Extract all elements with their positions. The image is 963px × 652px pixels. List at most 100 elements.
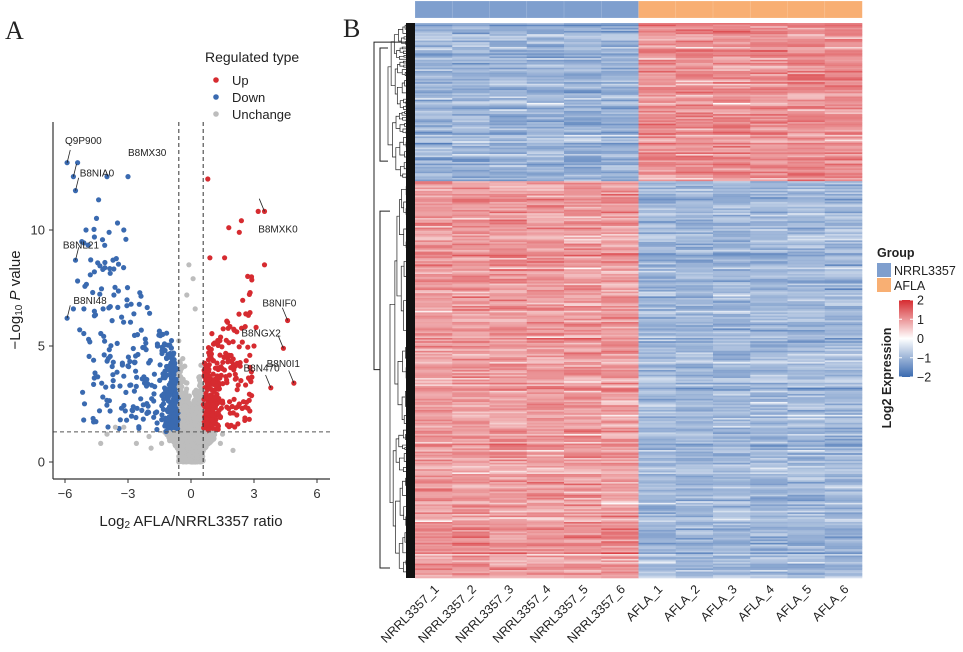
heatmap-cell [675, 70, 714, 73]
point-down [172, 402, 178, 408]
heatmap-cell [787, 168, 826, 171]
point-down [102, 338, 108, 344]
point-up [205, 408, 211, 414]
heatmap-cell [675, 56, 714, 59]
heatmap-cell [526, 197, 565, 200]
heatmap-cell [452, 163, 490, 166]
heatmap-cell [750, 174, 788, 177]
heatmap-cell [750, 141, 788, 144]
dendrogram-branch [399, 55, 405, 60]
point-up [246, 416, 252, 422]
heatmap-cell [713, 106, 751, 108]
heatmap-cell [787, 195, 826, 198]
heatmap-cell [415, 221, 453, 224]
heatmap-cell [452, 56, 490, 59]
point-down [90, 415, 96, 422]
heatmap-cell [824, 149, 863, 152]
point-up [243, 311, 249, 317]
heatmap-cell [638, 109, 677, 112]
dendrogram-branch [403, 506, 407, 520]
heatmap-cell [750, 91, 788, 94]
heatmap-cell [452, 94, 490, 97]
heatmap-cell [601, 23, 639, 25]
heatmap-cell [526, 169, 565, 172]
panel-b-label: B [343, 14, 361, 43]
heatmap-cell [526, 120, 565, 123]
point-down [161, 391, 167, 397]
heatmap-cell [601, 61, 639, 64]
heatmap-cell [526, 38, 565, 41]
point-down [90, 289, 96, 296]
heatmap-cell [675, 115, 714, 118]
heatmap-cell [713, 42, 751, 45]
heatmap-cell [713, 179, 751, 182]
threshold-lines [53, 122, 330, 479]
heatmap-cell [489, 115, 528, 118]
heatmap-cell [452, 201, 490, 204]
heatmap-cell [526, 185, 565, 188]
heatmap-cell [564, 200, 602, 203]
heatmap-cell [638, 29, 677, 32]
heatmap-cell [750, 190, 788, 193]
heatmap-cell [750, 165, 788, 168]
heatmap-cell [489, 154, 528, 156]
heatmap-cell [601, 168, 639, 171]
point-down [143, 340, 149, 346]
heatmap-cell [675, 176, 714, 179]
point-up [215, 337, 221, 344]
dendrogram-branch [402, 537, 408, 554]
heatmap-cell [601, 58, 639, 61]
heatmap-cell [564, 123, 602, 126]
point-label: B8NL21 [63, 241, 100, 252]
heatmap-cell [675, 211, 714, 214]
heatmap-cell [601, 163, 639, 166]
heatmap-cell [601, 101, 639, 104]
heatmap-cell [415, 176, 453, 179]
heatmap-cell [601, 122, 639, 124]
point-down [125, 354, 131, 360]
heatmap-cell [564, 26, 602, 29]
heatmap-cell [526, 29, 565, 32]
heatmap-cell [824, 118, 863, 121]
heatmap-cell [713, 54, 751, 57]
heatmap-cell [750, 139, 788, 142]
heatmap-cell [750, 150, 788, 153]
heatmap-cell [452, 80, 490, 83]
heatmap-cell [526, 80, 565, 83]
heatmap-cell [713, 219, 751, 222]
heatmap-cell [824, 115, 863, 118]
heatmap-cell [415, 144, 453, 147]
heatmap-cell [564, 131, 602, 134]
heatmap-cell [787, 146, 826, 148]
heatmap-cell [750, 152, 788, 155]
heatmap-cell [415, 136, 453, 139]
heatmap-cell [564, 150, 602, 153]
point-down [168, 338, 175, 344]
point-up [210, 406, 216, 412]
heatmap-cell [675, 35, 714, 38]
heatmap-cell [564, 177, 602, 180]
heatmap-cell [489, 29, 528, 32]
point-up [226, 357, 232, 364]
heatmap-cell [526, 70, 565, 73]
heatmap-cell [452, 72, 490, 75]
heatmap-cell [787, 201, 826, 204]
heatmap-cell [675, 181, 714, 184]
point-down [91, 381, 97, 387]
heatmap-cell [713, 197, 751, 200]
heatmap-cell [638, 96, 677, 99]
heatmap-cell [526, 61, 565, 64]
heatmap-cell [824, 61, 863, 64]
heatmap-cell [824, 208, 863, 211]
heatmap-cell [787, 85, 826, 88]
heatmap-cell [824, 110, 863, 113]
point-down [100, 266, 106, 272]
heatmap-cell [750, 133, 788, 136]
heatmap-cell [824, 82, 863, 85]
heatmap-cell [564, 216, 602, 219]
dendrogram-branch [396, 50, 401, 58]
heatmap-cell [675, 58, 714, 61]
point-up [236, 229, 242, 235]
heatmap-cell [638, 72, 677, 75]
heatmap-cell [526, 118, 565, 121]
